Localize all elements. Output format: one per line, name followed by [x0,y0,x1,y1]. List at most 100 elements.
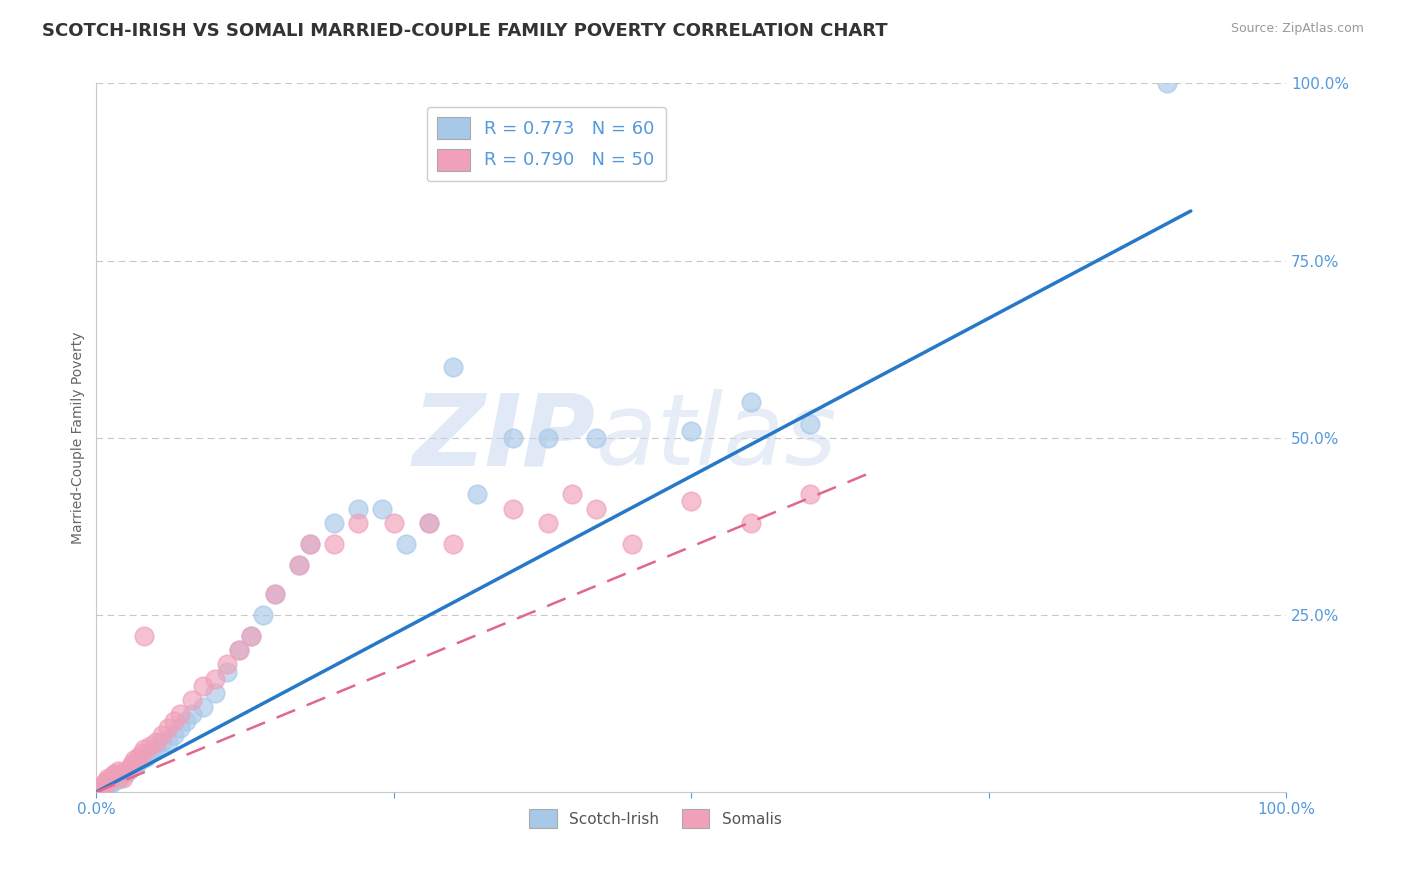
Point [287,558,309,573]
Point [585,431,607,445]
Point [114,765,136,780]
Point [681,424,703,438]
Point [93,778,115,792]
Point [169,706,191,721]
Point [180,706,202,721]
Point [263,586,285,600]
Point [395,537,418,551]
Point [97,774,120,789]
Point [299,537,322,551]
Point [94,778,117,792]
Point [107,764,129,778]
Point [100,776,122,790]
Point [124,756,146,771]
Point [217,657,239,672]
Point [142,742,165,756]
Point [347,516,370,530]
Point [117,764,139,778]
Point [131,746,153,760]
Point [299,537,322,551]
Point [115,764,138,778]
Point [132,742,155,756]
Point [228,643,250,657]
Point [108,769,131,783]
Point [97,774,120,789]
Point [96,779,118,793]
Point [502,501,524,516]
Point [97,778,120,792]
Point [217,665,239,679]
Point [145,735,167,749]
Point [371,501,394,516]
Point [228,643,250,657]
Point [263,586,285,600]
Point [156,735,179,749]
Point [132,751,155,765]
Point [101,774,124,789]
Point [124,758,146,772]
Point [323,516,346,530]
Point [418,516,440,530]
Point [108,767,131,781]
Point [441,537,464,551]
Point [111,767,134,781]
Point [132,629,155,643]
Point [150,735,173,749]
Point [287,558,309,573]
Point [620,537,643,551]
Point [204,686,226,700]
Point [156,721,179,735]
Point [240,629,263,643]
Point [193,679,215,693]
Point [681,494,703,508]
Point [101,771,124,785]
Point [127,755,149,769]
Point [91,781,114,796]
Point [382,516,405,530]
Point [115,765,138,780]
Point [323,537,346,551]
Point [441,359,464,374]
Point [740,395,762,409]
Legend: Scotch-Irish, Somalis: Scotch-Irish, Somalis [523,803,787,834]
Point [240,629,263,643]
Point [252,607,274,622]
Point [103,767,125,781]
Point [139,746,162,760]
Point [139,739,162,753]
Text: Source: ZipAtlas.com: Source: ZipAtlas.com [1230,22,1364,36]
Point [204,672,226,686]
Point [107,771,129,785]
Point [127,749,149,764]
Point [799,417,821,431]
Point [100,772,122,787]
Point [104,767,127,781]
Point [108,769,131,783]
Point [163,728,186,742]
Point [108,771,131,785]
Point [103,772,125,787]
Point [799,487,821,501]
Point [97,771,120,785]
Point [94,774,117,789]
Point [111,771,134,785]
Text: atlas: atlas [596,389,838,486]
Y-axis label: Married-Couple Family Poverty: Married-Couple Family Poverty [72,332,86,544]
Point [150,728,173,742]
Point [124,753,146,767]
Point [465,487,488,501]
Point [108,767,131,781]
Point [163,714,186,728]
Point [537,431,560,445]
Point [145,742,167,756]
Point [118,760,141,774]
Point [561,487,583,501]
Point [169,721,191,735]
Point [112,765,135,780]
Point [180,693,202,707]
Point [1156,77,1178,91]
Point [585,501,607,516]
Point [121,760,143,774]
Point [118,762,141,776]
Text: ZIP: ZIP [413,389,596,486]
